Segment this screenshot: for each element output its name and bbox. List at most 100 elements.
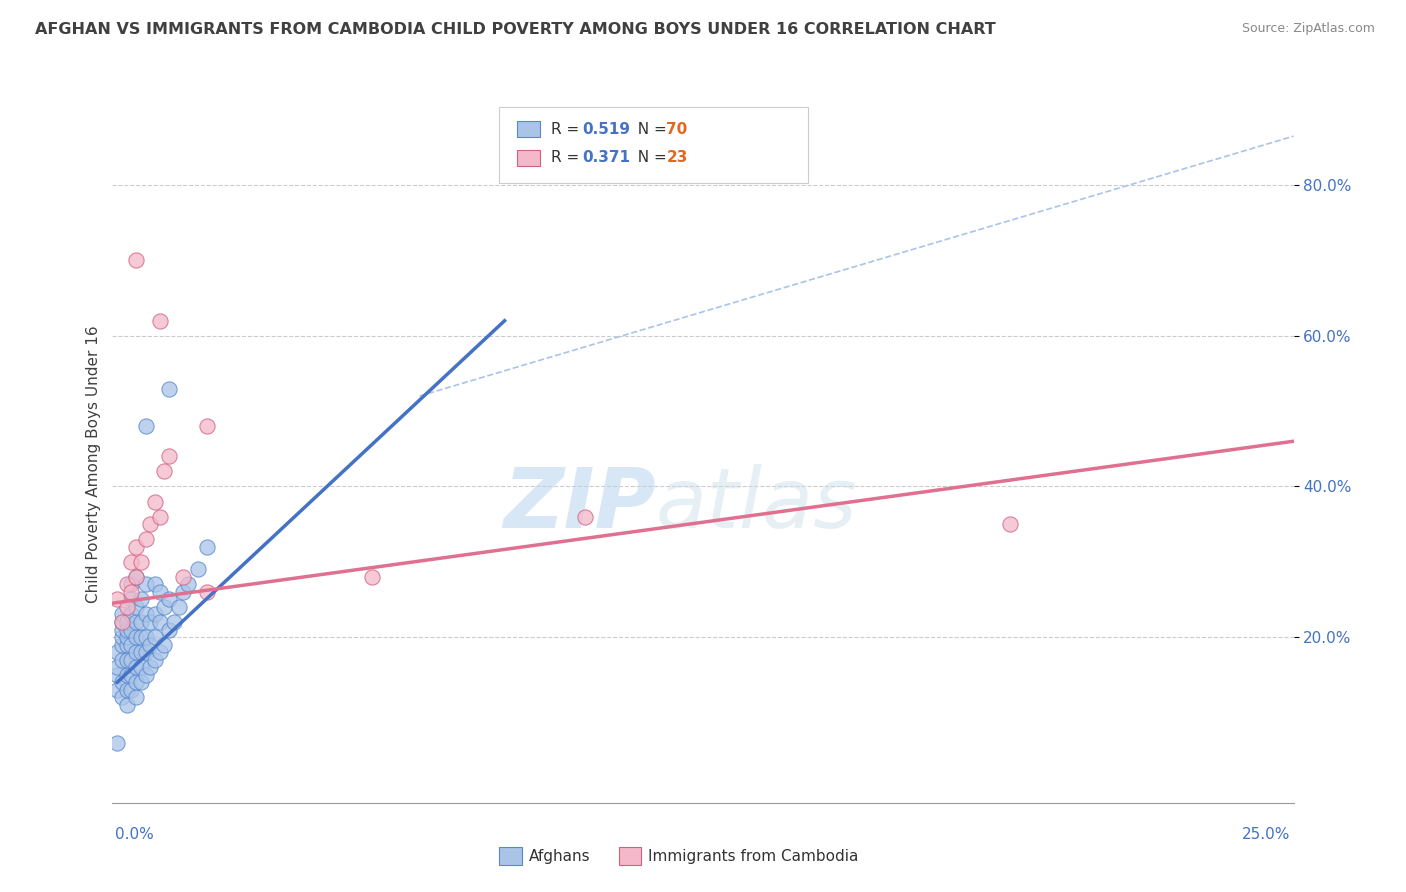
Point bbox=[120, 592, 142, 607]
Text: N =: N = bbox=[628, 122, 672, 136]
Point bbox=[120, 653, 142, 667]
Point bbox=[115, 615, 138, 629]
Point bbox=[129, 592, 152, 607]
Text: 25.0%: 25.0% bbox=[1243, 827, 1291, 841]
Point bbox=[111, 653, 134, 667]
Point bbox=[111, 607, 134, 622]
Point bbox=[125, 540, 148, 554]
Point bbox=[153, 599, 176, 614]
Text: R =: R = bbox=[551, 122, 585, 136]
Point bbox=[115, 653, 138, 667]
Point bbox=[129, 660, 152, 674]
Point bbox=[105, 735, 128, 749]
Point bbox=[115, 698, 138, 712]
Point bbox=[129, 630, 152, 644]
Point bbox=[125, 253, 148, 268]
Point bbox=[111, 690, 134, 705]
Y-axis label: Child Poverty Among Boys Under 16: Child Poverty Among Boys Under 16 bbox=[86, 325, 101, 603]
Point bbox=[157, 382, 180, 396]
Point bbox=[105, 667, 128, 681]
Text: 0.519: 0.519 bbox=[582, 122, 630, 136]
Point bbox=[120, 667, 142, 681]
Point bbox=[195, 419, 218, 434]
Point bbox=[111, 615, 134, 629]
Point bbox=[139, 660, 162, 674]
Point bbox=[177, 577, 200, 591]
Point bbox=[139, 638, 162, 652]
Point bbox=[115, 682, 138, 697]
Point bbox=[111, 630, 134, 644]
Point bbox=[149, 615, 172, 629]
Point bbox=[998, 517, 1021, 532]
Point bbox=[153, 638, 176, 652]
Point bbox=[361, 570, 384, 584]
Point bbox=[111, 615, 134, 629]
Point bbox=[115, 630, 138, 644]
Point bbox=[135, 577, 157, 591]
Point bbox=[105, 645, 128, 659]
Point bbox=[149, 585, 172, 599]
Point bbox=[125, 690, 148, 705]
Point bbox=[115, 667, 138, 681]
Point bbox=[129, 555, 152, 569]
Point bbox=[120, 585, 142, 599]
Point bbox=[125, 630, 148, 644]
Point bbox=[105, 660, 128, 674]
Point bbox=[105, 682, 128, 697]
Text: 0.0%: 0.0% bbox=[115, 827, 155, 841]
Point bbox=[157, 592, 180, 607]
Point bbox=[120, 607, 142, 622]
Point bbox=[115, 599, 138, 614]
Point bbox=[135, 532, 157, 546]
Point bbox=[143, 630, 166, 644]
Point bbox=[157, 450, 180, 464]
Point bbox=[172, 570, 194, 584]
Point bbox=[143, 653, 166, 667]
Point bbox=[129, 675, 152, 690]
Point bbox=[195, 540, 218, 554]
Point bbox=[149, 314, 172, 328]
Point bbox=[125, 599, 148, 614]
Text: Immigrants from Cambodia: Immigrants from Cambodia bbox=[648, 849, 859, 863]
Text: N =: N = bbox=[628, 151, 672, 165]
Point bbox=[129, 645, 152, 659]
Point bbox=[574, 509, 596, 524]
Point bbox=[111, 623, 134, 637]
Point bbox=[186, 562, 208, 576]
Text: AFGHAN VS IMMIGRANTS FROM CAMBODIA CHILD POVERTY AMONG BOYS UNDER 16 CORRELATION: AFGHAN VS IMMIGRANTS FROM CAMBODIA CHILD… bbox=[35, 22, 995, 37]
Point bbox=[135, 630, 157, 644]
Point bbox=[135, 419, 157, 434]
Point bbox=[129, 615, 152, 629]
Point bbox=[125, 675, 148, 690]
Point bbox=[135, 667, 157, 681]
Point bbox=[115, 638, 138, 652]
Point bbox=[115, 623, 138, 637]
Point bbox=[120, 638, 142, 652]
Point bbox=[120, 555, 142, 569]
Point bbox=[139, 615, 162, 629]
Point bbox=[125, 570, 148, 584]
Point bbox=[120, 577, 142, 591]
Text: 0.371: 0.371 bbox=[582, 151, 630, 165]
Point bbox=[139, 517, 162, 532]
Point bbox=[105, 592, 128, 607]
Point bbox=[143, 607, 166, 622]
Text: R =: R = bbox=[551, 151, 585, 165]
Point bbox=[143, 577, 166, 591]
Point bbox=[115, 577, 138, 591]
Point bbox=[120, 623, 142, 637]
Point bbox=[167, 599, 190, 614]
Point bbox=[120, 682, 142, 697]
Point bbox=[125, 645, 148, 659]
Point bbox=[153, 464, 176, 478]
Point bbox=[125, 615, 148, 629]
Text: atlas: atlas bbox=[655, 464, 858, 545]
Point bbox=[157, 623, 180, 637]
Point bbox=[149, 645, 172, 659]
Point bbox=[163, 615, 186, 629]
Point bbox=[125, 660, 148, 674]
Text: ZIP: ZIP bbox=[503, 464, 655, 545]
Text: 23: 23 bbox=[666, 151, 688, 165]
Point bbox=[195, 585, 218, 599]
Point bbox=[149, 509, 172, 524]
